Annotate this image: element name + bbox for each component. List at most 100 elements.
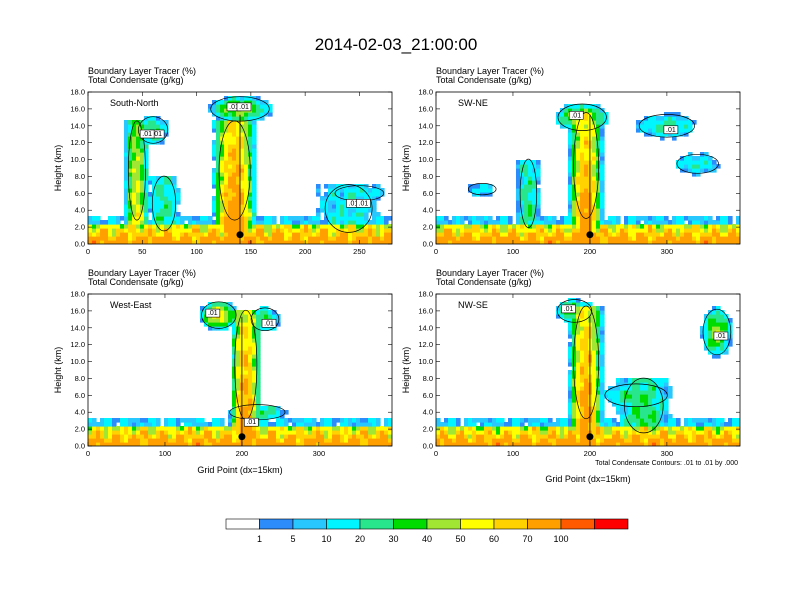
tracer-cell (600, 228, 605, 233)
tracer-cell (596, 386, 601, 391)
tracer-cell (220, 314, 225, 319)
tracer-cell (592, 330, 597, 335)
tracer-cell (596, 434, 601, 439)
tracer-cell (160, 442, 165, 446)
tracer-cell (568, 362, 573, 367)
contour-label-box (713, 331, 729, 341)
tracer-cell (236, 124, 241, 129)
tracer-cell (592, 200, 597, 205)
tracer-cell (292, 240, 297, 244)
tracer-cell (648, 124, 653, 129)
tracer-cell (732, 426, 737, 431)
tracer-cell (440, 236, 445, 241)
tracer-cell (364, 438, 369, 443)
tracer-cell (236, 196, 241, 201)
tracer-cell (468, 216, 473, 221)
tracer-cell (568, 184, 573, 189)
tracer-cell (592, 224, 597, 229)
tracer-cell (384, 236, 389, 241)
tracer-cell (568, 128, 573, 133)
tracer-cell (608, 426, 613, 431)
tracer-cell (452, 422, 457, 427)
tracer-cell (576, 132, 581, 137)
tracer-cell (252, 386, 257, 391)
tracer-cell (592, 394, 597, 399)
tracer-cell (168, 192, 173, 197)
tracer-cell (252, 382, 257, 387)
tracer-cell (252, 362, 257, 367)
tracer-cell (156, 422, 161, 427)
tracer-cell (272, 232, 277, 237)
tracer-cell (568, 326, 573, 331)
tracer-cell (256, 386, 261, 391)
tracer-cell (256, 390, 261, 395)
tracer-cell (124, 434, 129, 439)
tracer-cell (660, 382, 665, 387)
tracer-cell (328, 224, 333, 229)
tracer-cell (232, 350, 237, 355)
tracer-cell (92, 426, 97, 431)
tracer-cell (568, 430, 573, 435)
tracer-cell (284, 216, 289, 221)
tracer-cell (244, 208, 249, 213)
tracer-cell (224, 208, 229, 213)
tracer-cell (144, 240, 149, 244)
tracer-cell (700, 160, 705, 165)
tracer-cell (584, 220, 589, 225)
tracer-cell (284, 228, 289, 233)
field-label-tracer: Boundary Layer Tracer (%) (436, 268, 544, 278)
tracer-cell (708, 342, 713, 347)
tracer-cell (604, 430, 609, 435)
tracer-cell (500, 438, 505, 443)
tracer-cell (556, 418, 561, 423)
tracer-cell (296, 438, 301, 443)
tracer-cell (140, 124, 145, 129)
tracer-cell (532, 220, 537, 225)
tracer-cell (152, 124, 157, 129)
tracer-cell (292, 430, 297, 435)
tracer-cell (536, 176, 541, 181)
tracer-cell (736, 430, 740, 435)
tracer-cell (732, 442, 737, 446)
tracer-cell (328, 220, 333, 225)
tracer-cell (548, 224, 553, 229)
tracer-cell (600, 398, 605, 403)
tracer-cell (576, 156, 581, 161)
tracer-cell (516, 168, 521, 173)
tracer-cell (584, 172, 589, 177)
tracer-cell (176, 426, 181, 431)
tracer-cell (128, 192, 133, 197)
tracer-cell (580, 156, 585, 161)
tracer-cell (252, 176, 257, 181)
tracer-cell (532, 418, 537, 423)
tracer-cell (108, 422, 113, 427)
tracer-cell (164, 184, 169, 189)
tracer-cell (676, 116, 681, 121)
tracer-cell (220, 442, 225, 446)
tracer-cell (128, 418, 133, 423)
tracer-cell (652, 394, 657, 399)
tracer-cell (448, 422, 453, 427)
tracer-cell (560, 220, 565, 225)
tracer-cell (208, 430, 213, 435)
tracer-cell (568, 200, 573, 205)
tracer-cell (172, 212, 177, 217)
contour-label-text: .01 (716, 333, 726, 340)
tracer-cell (96, 442, 101, 446)
tracer-cell (236, 132, 241, 137)
tracer-cell (532, 240, 537, 244)
tracer-cell (564, 216, 569, 221)
tracer-cell (460, 426, 465, 431)
tracer-cell (568, 224, 573, 229)
panel-top-right: Boundary Layer Tracer (%)Total Condensat… (401, 66, 741, 256)
tracer-cell (212, 430, 217, 435)
tracer-cell (144, 172, 149, 177)
tracer-cell (328, 438, 333, 443)
tracer-cell (248, 240, 253, 244)
tracer-cell (500, 224, 505, 229)
tracer-cell (248, 338, 253, 343)
x-tick-label: 300 (661, 449, 674, 458)
contour-label-text: .01 (208, 310, 218, 317)
tracer-cell (600, 426, 605, 431)
tracer-cell (468, 442, 473, 446)
